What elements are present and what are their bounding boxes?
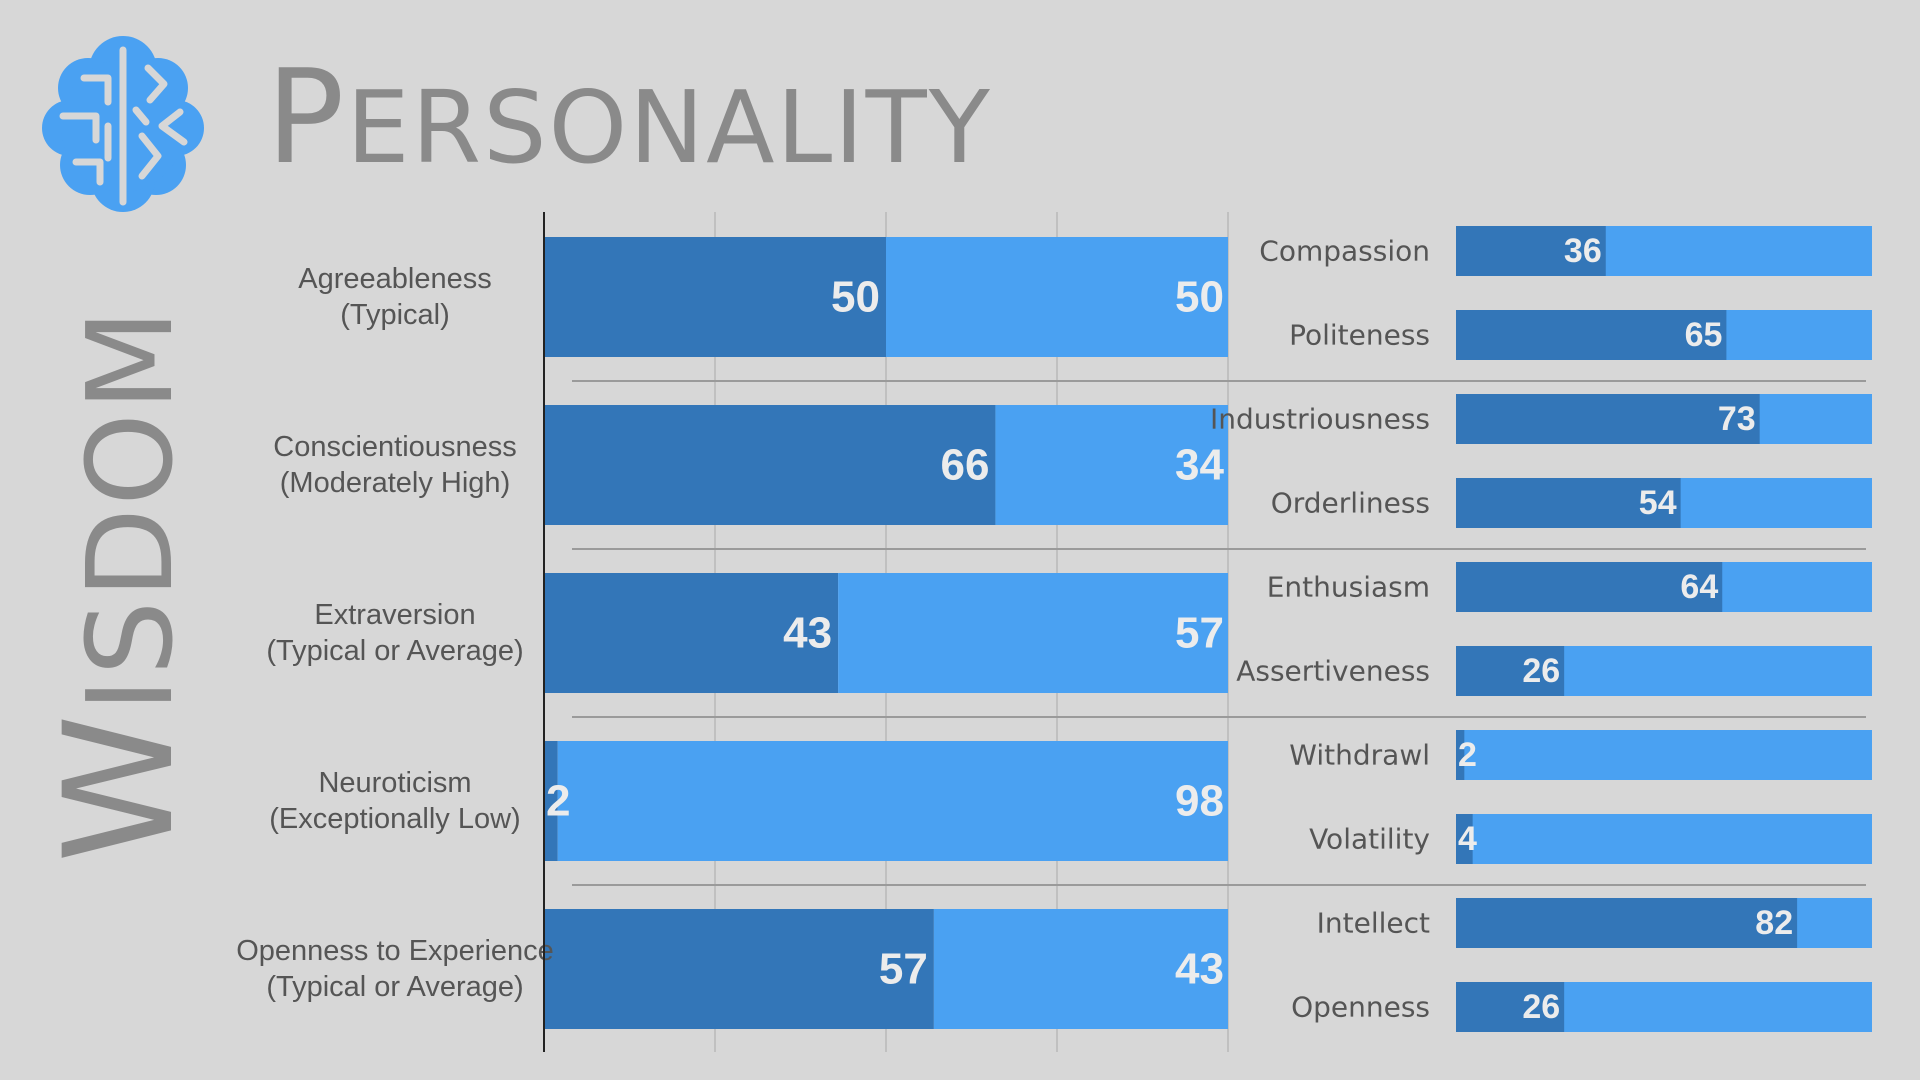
aspect-bar xyxy=(1456,898,1798,948)
trait-level: (Typical or Average) xyxy=(266,635,523,667)
value-label-remainder: 98 xyxy=(1175,777,1224,826)
value-label-percentile: 43 xyxy=(783,609,832,658)
aspect-name: Withdrawl xyxy=(1289,739,1430,772)
trait-level: (Moderately High) xyxy=(280,467,510,499)
trait-level: (Typical) xyxy=(340,299,450,331)
trait-level: (Typical or Average) xyxy=(266,971,523,1003)
bar-percentile xyxy=(544,741,558,861)
aspect-name: Industriousness xyxy=(1210,403,1430,436)
title-initial: P xyxy=(266,41,347,193)
aspect-value-label: 26 xyxy=(1522,988,1560,1026)
aspect-value-label: 73 xyxy=(1718,400,1756,438)
aspect-bar xyxy=(1456,310,1727,360)
brain-maze-icon xyxy=(42,36,204,212)
value-label-remainder: 50 xyxy=(1175,273,1224,322)
bar-remainder xyxy=(557,741,1228,861)
aspect-name: Assertiveness xyxy=(1236,655,1430,688)
value-label-percentile: 2 xyxy=(546,777,570,826)
aspect-value-label: 4 xyxy=(1458,820,1477,858)
aspect-bar-track xyxy=(1456,814,1872,864)
aspect-name: Openness xyxy=(1291,991,1430,1024)
bar-percentile xyxy=(544,909,934,1029)
trait-name: Neuroticism xyxy=(318,767,471,799)
aspect-bar xyxy=(1456,478,1681,528)
aspect-name: Volatility xyxy=(1309,823,1430,856)
trait-name: Openness to Experience xyxy=(236,935,554,967)
aspect-value-label: 54 xyxy=(1639,484,1677,522)
bar-percentile xyxy=(544,405,996,525)
aspect-bar xyxy=(1456,394,1760,444)
aspect-bar xyxy=(1456,730,1465,780)
trait-name: Conscientiousness xyxy=(273,431,516,463)
value-label-remainder: 34 xyxy=(1175,441,1224,490)
aspect-value-label: 82 xyxy=(1755,904,1793,942)
aspect-name: Politeness xyxy=(1289,319,1430,352)
value-label-percentile: 57 xyxy=(879,945,928,994)
title-rest: ERSONALITY xyxy=(346,69,992,186)
bar-percentile xyxy=(544,237,886,357)
value-label-percentile: 66 xyxy=(940,441,989,490)
bar-remainder xyxy=(838,573,1228,693)
aspect-bar xyxy=(1456,982,1565,1032)
aspect-bar xyxy=(1456,814,1473,864)
value-label-percentile: 50 xyxy=(831,273,880,322)
bar-percentile xyxy=(544,573,839,693)
aspect-name: Intellect xyxy=(1317,907,1430,940)
aspect-name: Enthusiasm xyxy=(1267,571,1430,604)
aspect-value-label: 65 xyxy=(1685,316,1723,354)
value-label-remainder: 57 xyxy=(1175,609,1224,658)
aspect-bar xyxy=(1456,562,1723,612)
aspect-value-label: 2 xyxy=(1458,736,1477,774)
aspect-value-label: 36 xyxy=(1564,232,1602,270)
bar-remainder xyxy=(933,909,1228,1029)
bar-remainder xyxy=(886,237,1228,357)
bar-remainder xyxy=(995,405,1228,525)
value-label-remainder: 43 xyxy=(1175,945,1224,994)
aspect-bar xyxy=(1456,226,1606,276)
aspect-name: Orderliness xyxy=(1271,487,1430,520)
trait-name: Agreeableness xyxy=(298,263,491,295)
trait-name: Extraversion xyxy=(314,599,475,631)
aspect-name: Compassion xyxy=(1259,235,1430,268)
trait-level: (Exceptionally Low) xyxy=(269,803,520,835)
aspect-value-label: 26 xyxy=(1522,652,1560,690)
page-title: PERSONALITY xyxy=(266,52,992,182)
aspect-bar-track xyxy=(1456,730,1872,780)
aspect-value-label: 64 xyxy=(1680,568,1718,606)
aspect-bar xyxy=(1456,646,1565,696)
